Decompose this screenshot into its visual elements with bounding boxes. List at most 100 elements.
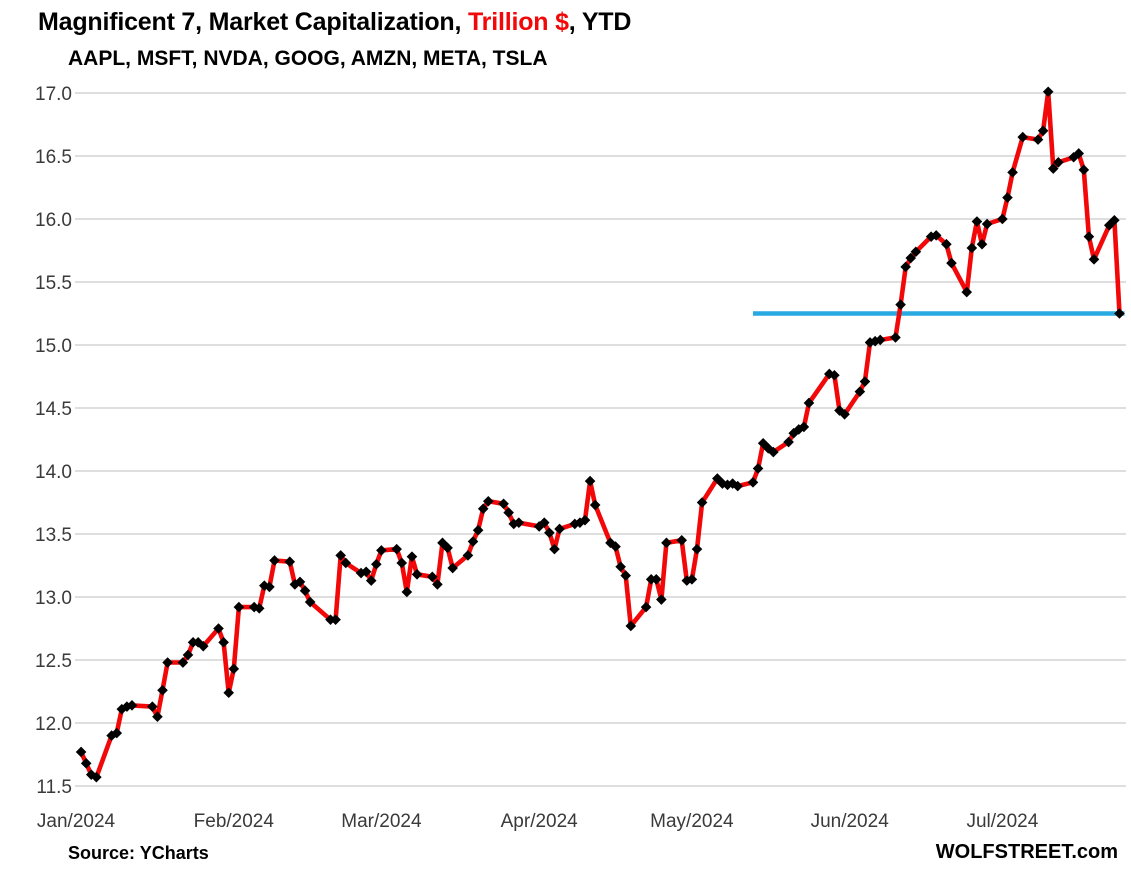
y-tick-label: 12.5 <box>35 651 72 672</box>
data-point-marker <box>997 213 1008 225</box>
data-point-marker <box>900 261 911 273</box>
data-point-marker <box>396 557 408 569</box>
source-label: Source: YCharts <box>68 843 209 863</box>
x-tick-label: Mar/2024 <box>341 811 422 832</box>
data-point-marker <box>1042 86 1054 98</box>
y-tick-label: 14.0 <box>35 462 72 483</box>
chart-subtitle: AAPL, MSFT, NVDA, GOOG, AMZN, META, TSLA <box>68 47 548 70</box>
data-point-marker <box>549 543 560 555</box>
data-point-marker <box>335 550 346 561</box>
data-point-marker <box>803 397 815 409</box>
data-point-marker <box>467 536 479 547</box>
data-point-marker <box>925 231 937 242</box>
data-point-marker <box>691 543 703 555</box>
data-point-marker <box>768 446 779 458</box>
data-point-marker <box>121 701 133 712</box>
data-point-marker <box>406 551 418 562</box>
data-point-marker <box>447 562 458 574</box>
data-point-marker <box>157 684 168 696</box>
data-point-marker <box>589 499 601 511</box>
data-point-marker <box>910 246 922 258</box>
data-point-marker <box>91 771 102 783</box>
x-tick-label: Jun/2024 <box>811 811 890 832</box>
data-point-marker <box>554 523 565 535</box>
data-point-marker <box>147 701 158 712</box>
data-point-marker <box>620 570 632 581</box>
y-tick-label: 16.5 <box>35 147 72 168</box>
data-point-marker <box>213 623 224 634</box>
data-point-marker <box>752 463 764 474</box>
chart-title-suffix: , YTD <box>568 8 632 36</box>
data-point-marker <box>371 558 382 570</box>
data-point-marker <box>971 216 983 227</box>
data-point-marker <box>299 585 311 596</box>
data-point-marker <box>615 561 626 573</box>
data-point-marker <box>289 579 301 590</box>
data-point-marker <box>401 586 413 598</box>
data-point-marker <box>961 286 973 298</box>
chart-title-highlight: Trillion $ <box>467 8 569 36</box>
x-tick-label: Apr/2024 <box>501 811 579 832</box>
y-tick-label: 15.0 <box>35 336 72 357</box>
data-point-marker <box>610 541 621 552</box>
data-point-marker <box>798 421 810 433</box>
y-tick-label: 16.0 <box>35 210 72 231</box>
data-point-marker <box>625 620 637 632</box>
data-point-marker <box>1088 254 1100 265</box>
series-line <box>78 89 1122 780</box>
data-point-marker <box>839 409 850 420</box>
data-point-marker <box>854 386 866 397</box>
data-point-marker <box>1047 163 1059 174</box>
data-point-marker <box>152 711 163 722</box>
data-point-marker <box>869 335 881 347</box>
data-point-marker <box>747 477 759 488</box>
branding-label: WOLFSTREET.com <box>935 841 1118 863</box>
data-point-marker <box>584 475 596 487</box>
data-point-marker <box>890 332 901 343</box>
data-point-marker <box>1017 131 1029 143</box>
data-point-marker <box>513 517 525 528</box>
y-tick-label: 15.5 <box>35 273 72 294</box>
data-point-marker <box>294 576 306 588</box>
data-point-marker <box>442 542 453 554</box>
data-point-marker <box>661 537 672 549</box>
chart-title: Magnificent 7, Market Capitalization, Tr… <box>38 8 631 37</box>
data-point-marker <box>544 527 555 539</box>
data-point-marker <box>284 556 296 568</box>
data-point-marker <box>1007 167 1018 178</box>
data-point-marker <box>676 535 688 546</box>
x-tick-label: Jul/2024 <box>966 811 1038 832</box>
y-tick-label: 13.0 <box>35 588 72 609</box>
data-point-marker <box>472 524 484 536</box>
data-point-marker <box>981 218 993 230</box>
data-point-marker <box>365 575 377 586</box>
data-point-marker <box>834 405 845 416</box>
data-point-marker <box>1037 125 1049 137</box>
data-point-marker <box>75 746 87 758</box>
data-point-marker <box>427 571 438 583</box>
data-point-marker <box>462 550 474 561</box>
data-point-marker <box>477 503 489 515</box>
y-tick-label: 14.5 <box>35 399 72 420</box>
data-point-marker <box>829 369 840 381</box>
data-point-marker <box>732 480 743 492</box>
y-tick-label: 11.5 <box>36 777 72 798</box>
data-point-marker <box>1073 148 1085 159</box>
data-point-marker <box>126 700 138 711</box>
data-point-marker <box>976 238 988 250</box>
data-point-marker <box>1078 164 1090 176</box>
data-point-marker <box>259 580 270 591</box>
data-point-marker <box>182 649 194 661</box>
data-point-marker <box>579 514 591 526</box>
data-point-marker <box>859 376 871 387</box>
y-tick-label: 12.0 <box>35 714 72 735</box>
data-point-marker <box>223 687 234 699</box>
data-point-marker <box>640 601 652 613</box>
data-point-marker <box>727 478 738 489</box>
data-point-marker <box>162 657 173 668</box>
chart-title-prefix: Magnificent 7, Market Capitalization, <box>38 8 468 36</box>
data-point-marker <box>376 545 387 556</box>
data-point-marker <box>1109 214 1120 226</box>
y-tick-label: 17.0 <box>35 84 72 105</box>
